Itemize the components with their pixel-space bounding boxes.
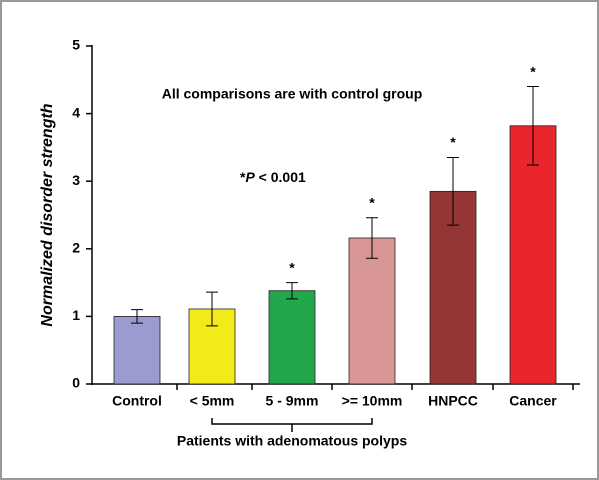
bar: [348, 237, 396, 385]
bar: [509, 125, 557, 385]
x-tick-label: Cancer: [509, 393, 557, 409]
p-note-rest: < 0.001: [255, 169, 306, 185]
y-tick-label: 2: [72, 240, 80, 256]
x-tick-label: < 5mm: [190, 393, 235, 409]
y-tick-label: 0: [72, 375, 80, 391]
significance-star: *: [450, 134, 456, 150]
y-axis-title: Normalized disorder strength: [39, 103, 56, 326]
significance-star: *: [289, 259, 295, 275]
y-tick-label: 1: [72, 307, 80, 323]
error-bar: [527, 86, 539, 166]
group-bracket: [211, 418, 373, 432]
x-tick-label: 5 - 9mm: [266, 393, 319, 409]
error-bar: [131, 309, 143, 324]
significance-star: *: [530, 63, 536, 79]
bar: [268, 290, 316, 385]
x-tick-label: >= 10mm: [342, 393, 403, 409]
y-tick-label: 4: [72, 104, 80, 120]
bar: [113, 315, 161, 385]
x-tick-label: HNPCC: [428, 393, 478, 409]
annotation: All comparisons are with control group: [162, 86, 423, 102]
error-bar: [366, 217, 378, 259]
y-tick-label: 3: [72, 172, 80, 188]
error-bar: [286, 282, 298, 300]
p-note: *P < 0.001: [240, 169, 306, 185]
group-label: Patients with adenomatous polyps: [177, 433, 407, 449]
error-bar: [447, 157, 459, 226]
p-note-p: P: [245, 169, 255, 185]
p-note-star: *: [240, 169, 246, 185]
x-tick-label: Control: [112, 393, 162, 409]
error-bar: [206, 291, 218, 327]
significance-star: *: [369, 194, 375, 210]
y-tick-label: 5: [72, 37, 80, 53]
